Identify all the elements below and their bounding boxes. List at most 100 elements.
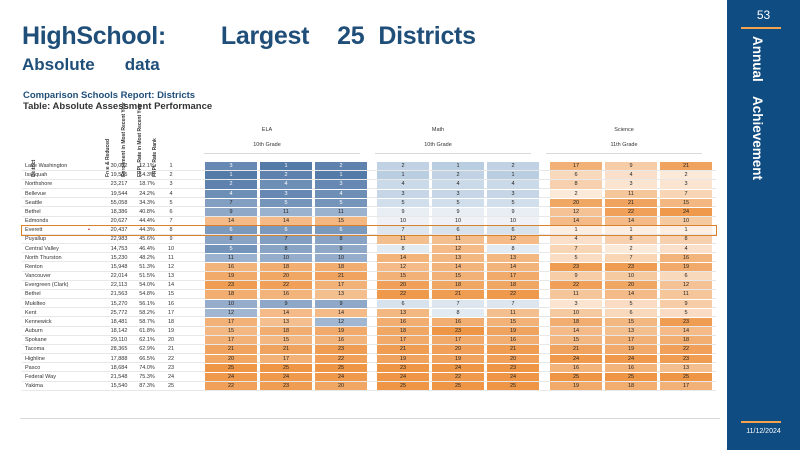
district-name-cell: Seattle bbox=[25, 199, 43, 206]
sidebar: 53 Annual Achievement 11/12/2024 bbox=[727, 0, 800, 450]
table-row: Bethel 21,563 54.8% 15 18 16 13 22 21 22 11 14 11 bbox=[22, 290, 716, 300]
enrollment-cell: 15,270 bbox=[110, 300, 128, 307]
frl-rank-cell: 13 bbox=[167, 273, 175, 280]
ela-score-cell: 14 bbox=[315, 308, 367, 317]
frl-rank-cell: 14 bbox=[167, 282, 175, 289]
sci-score-cell: 25 bbox=[550, 372, 602, 382]
slide-title-word: Largest bbox=[220, 22, 310, 50]
enrollment-cell: 21,548 bbox=[110, 373, 128, 380]
frl-rank-cell: 10 bbox=[167, 245, 175, 252]
math-score-cell: 8 bbox=[487, 244, 539, 253]
ela-score-cell: 24 bbox=[315, 372, 367, 382]
math-score-cell: 3 bbox=[377, 189, 429, 198]
ela-score-cell: 21 bbox=[205, 345, 257, 354]
slide-subtitle-word: Absolute bbox=[22, 55, 95, 74]
sci-score-cell: 14 bbox=[550, 217, 602, 226]
math-score-cell: 11 bbox=[487, 308, 539, 317]
ela-score-cell: 22 bbox=[205, 382, 257, 391]
frl-rate-cell: 40.8% bbox=[139, 208, 155, 215]
frl-rate-cell: 87.3% bbox=[139, 383, 155, 390]
sci-score-cell: 20 bbox=[550, 198, 602, 207]
math-score-cell: 1 bbox=[432, 162, 484, 171]
ela-score-cell: 5 bbox=[315, 198, 367, 207]
math-score-cell: 21 bbox=[487, 345, 539, 354]
district-name-cell: Bethel bbox=[25, 208, 41, 215]
frl-rank-cell: 7 bbox=[169, 218, 173, 225]
sci-score-cell: 21 bbox=[605, 198, 657, 207]
sci-score-cell: 4 bbox=[605, 171, 657, 180]
ela-score-cell: 9 bbox=[315, 299, 367, 308]
ela-score-cell: 1 bbox=[260, 162, 312, 171]
district-name-cell: Bethel bbox=[25, 291, 41, 298]
ela-score-cell: 4 bbox=[315, 189, 367, 198]
math-score-cell: 19 bbox=[432, 354, 484, 363]
math-score-cell: 15 bbox=[432, 272, 484, 281]
frl-rate-cell: 12.1% bbox=[139, 163, 155, 169]
slide-date: 11/12/2024 bbox=[746, 428, 781, 435]
table-row: Lake Washington 30,032 12.1% 1 3 1 2 2 1 2 17 9 21 bbox=[22, 162, 716, 171]
math-score-cell: 14 bbox=[487, 262, 539, 272]
ela-score-cell: 16 bbox=[205, 262, 257, 272]
district-name-cell: Lake Washington bbox=[25, 163, 68, 169]
ela-score-cell: 16 bbox=[315, 336, 367, 345]
enrollment-cell: 22,113 bbox=[110, 282, 128, 289]
math-score-cell: 7 bbox=[487, 299, 539, 308]
frl-rank-cell: 18 bbox=[167, 318, 175, 325]
ela-score-cell: 7 bbox=[260, 235, 312, 244]
math-score-cell: 11 bbox=[432, 235, 484, 244]
slide-subtitle-word: data bbox=[124, 55, 160, 74]
math-score-cell: 12 bbox=[432, 244, 484, 253]
sci-score-cell: 23 bbox=[660, 354, 712, 363]
table-row: Edmonds 20,627 44.4% 7 14 14 15 10 10 10 14 14 10 bbox=[22, 217, 716, 226]
sci-score-cell: 1 bbox=[605, 226, 657, 235]
enrollment-cell: 25,772 bbox=[110, 309, 128, 316]
frl-rate-cell: 56.1% bbox=[139, 300, 155, 307]
table-row: Renton 15,948 51.3% 12 16 18 18 12 14 14 23 23 19 bbox=[22, 262, 716, 272]
enrollment-cell: 22,983 bbox=[110, 236, 128, 243]
sci-score-cell: 22 bbox=[550, 281, 602, 290]
enrollment-cell: 17,888 bbox=[110, 355, 128, 362]
frl-rank-cell: 3 bbox=[169, 181, 173, 188]
math-score-cell: 8 bbox=[432, 308, 484, 317]
footer-divider bbox=[20, 418, 720, 419]
frl-rate-cell: 66.5% bbox=[139, 355, 155, 362]
table-row: Central Valley 14,753 46.4% 10 5 8 9 8 12 8 7 2 4 bbox=[22, 244, 716, 254]
report-title: Comparison Schools Report: Districts bbox=[23, 90, 196, 101]
frl-rank-cell: 9 bbox=[169, 236, 173, 243]
group-divider bbox=[375, 153, 531, 154]
table-row: Bethel 18,386 40.8% 6 9 11 11 9 9 9 12 22 24 bbox=[22, 207, 716, 217]
sci-score-cell: 2 bbox=[660, 171, 712, 180]
district-name-cell: Edmonds bbox=[25, 218, 49, 225]
math-score-cell: 19 bbox=[487, 327, 539, 336]
table-row: Evergreen (Clark) 22,113 54.0% 14 23 22 17 20 18… bbox=[22, 281, 716, 290]
ela-score-cell: 3 bbox=[260, 189, 312, 198]
sci-score-cell: 22 bbox=[605, 207, 657, 217]
sci-score-cell: 19 bbox=[605, 345, 657, 354]
ela-score-cell: 20 bbox=[315, 382, 367, 391]
group-divider bbox=[204, 153, 360, 154]
frl-rank-cell: 19 bbox=[167, 328, 175, 335]
ela-score-cell: 9 bbox=[205, 207, 257, 217]
sci-score-cell: 8 bbox=[550, 180, 602, 189]
sci-score-cell: 15 bbox=[605, 317, 657, 327]
math-score-cell: 7 bbox=[377, 226, 429, 235]
sci-score-cell: 10 bbox=[605, 272, 657, 281]
sci-score-cell: 5 bbox=[660, 308, 712, 317]
sci-score-cell: 13 bbox=[605, 327, 657, 336]
sci-score-cell: 10 bbox=[550, 308, 602, 317]
math-score-cell: 3 bbox=[487, 189, 539, 198]
sci-score-cell: 7 bbox=[605, 253, 657, 262]
sci-score-cell: 13 bbox=[660, 363, 712, 372]
slide-title-word: Districts bbox=[378, 22, 476, 50]
ela-score-cell: 22 bbox=[315, 354, 367, 363]
math-score-cell: 2 bbox=[487, 162, 539, 171]
sci-score-cell: 2 bbox=[550, 189, 602, 198]
district-name-cell: Kennewick bbox=[25, 318, 52, 325]
group-math: Math bbox=[431, 127, 445, 133]
sci-score-cell: 12 bbox=[550, 207, 602, 217]
slide-title-word: 25 bbox=[337, 22, 365, 50]
frl-rate-cell: 54.8% bbox=[139, 291, 155, 298]
enrollment-cell: 19,585 bbox=[110, 172, 128, 179]
district-name-cell: Issaquah bbox=[25, 172, 48, 179]
sci-score-cell: 9 bbox=[660, 299, 712, 308]
